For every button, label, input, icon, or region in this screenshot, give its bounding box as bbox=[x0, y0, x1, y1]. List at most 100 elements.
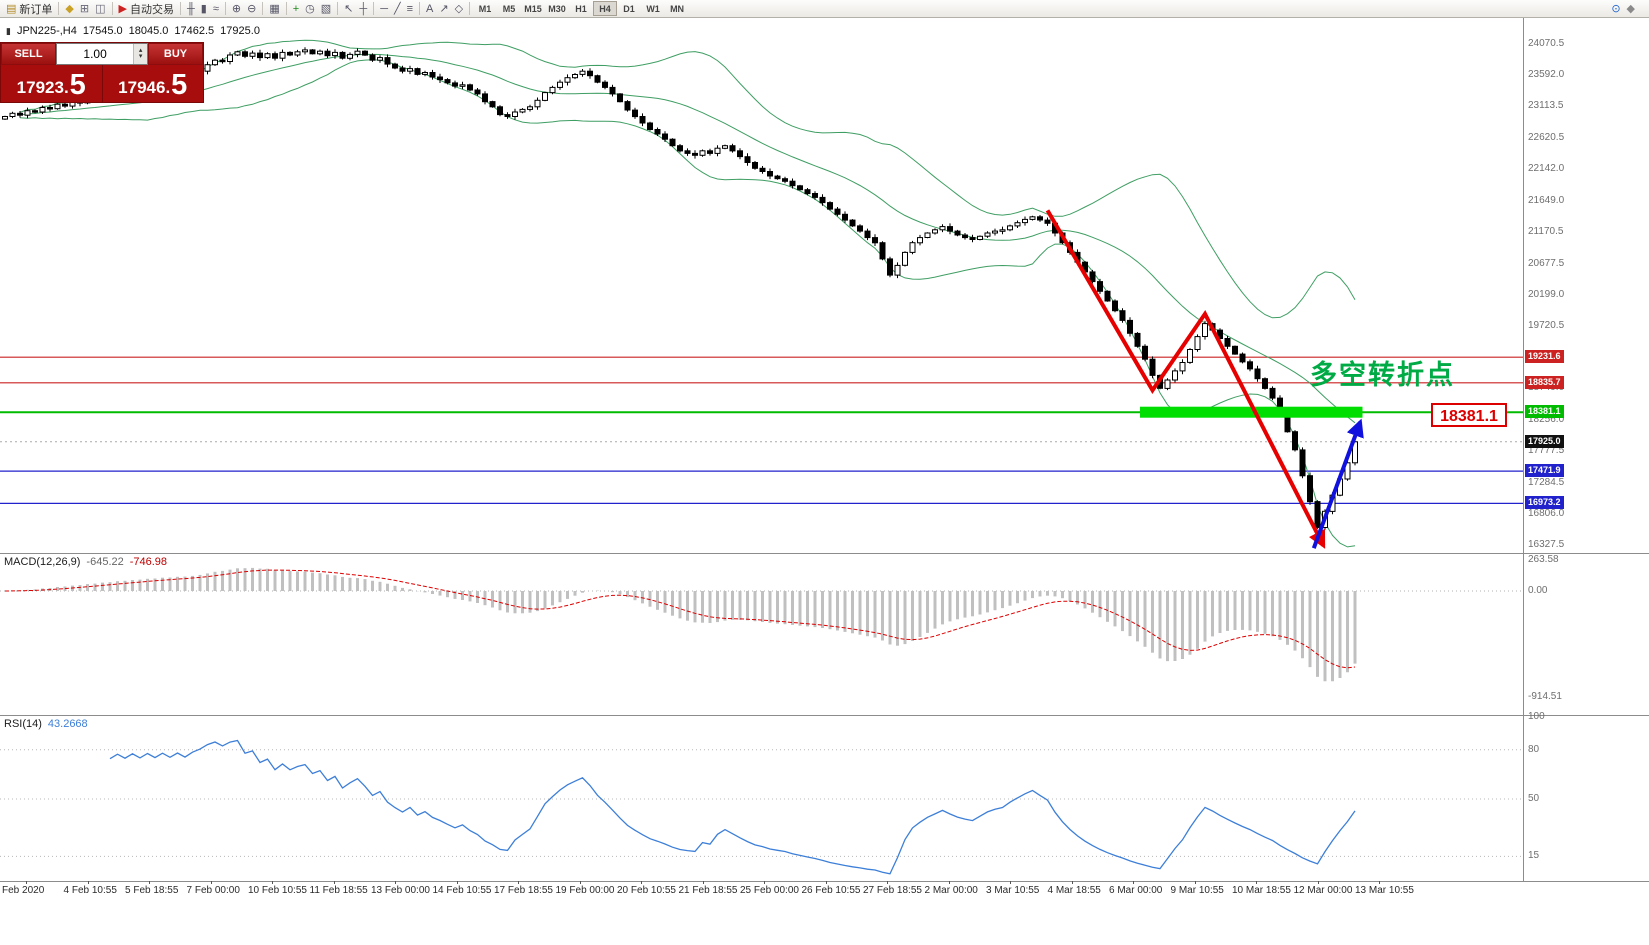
support-zone-highlight bbox=[1140, 406, 1363, 418]
text-tool-icon[interactable]: A bbox=[423, 1, 436, 17]
toolbar-separator bbox=[373, 2, 375, 15]
time-axis-tick bbox=[887, 881, 888, 884]
buy-button[interactable]: BUY bbox=[148, 43, 203, 65]
time-axis-tick bbox=[702, 881, 704, 884]
toolbar-separator bbox=[224, 2, 226, 15]
auto-trading-icon: ▶ bbox=[118, 3, 127, 15]
timeframe-w1[interactable]: W1 bbox=[641, 1, 665, 16]
timeframe-m30[interactable]: M30 bbox=[545, 1, 569, 16]
print-icon[interactable]: ⊞ bbox=[77, 1, 92, 17]
ohlc-low: 17462.5 bbox=[174, 25, 215, 37]
time-axis-tick bbox=[395, 881, 396, 884]
search-icon[interactable]: ⊙ bbox=[1608, 1, 1623, 17]
auto-trading-button-label: 自动交易 bbox=[129, 3, 174, 16]
new-order-button[interactable]: ▤ 新订单 bbox=[3, 1, 55, 17]
time-axis-tick bbox=[518, 881, 519, 884]
zoom-out-icon: ⊖ bbox=[247, 3, 257, 15]
crosshair-icon: ┼ bbox=[359, 2, 368, 15]
time-axis-label: 19 Feb 00:00 bbox=[555, 885, 615, 896]
line-chart-icon[interactable]: ≈ bbox=[210, 1, 222, 17]
indicators-icon[interactable]: + bbox=[290, 1, 302, 17]
timeframe-h4[interactable]: H4 bbox=[593, 1, 618, 16]
time-axis[interactable]: Feb 2020 4 Feb 10:55 5 Feb 18:55 7 Feb 00:0… bbox=[0, 881, 1523, 901]
tile-windows-icon[interactable]: ▦ bbox=[266, 1, 282, 17]
main-toolbar: ▤ 新订单 ◆ ⊞ ◫ ▶ 自动交易 ╫ ▮ ≈ ⊕ ⊖ ▦ + ◷ ▧ ↖ ┼ ─ ╱ ≡ A ↗ ◇ M1 M5 M15 M30 H… bbox=[0, 0, 1649, 18]
price-flag-box bbox=[1431, 403, 1507, 427]
cursor-icon[interactable]: ↖ bbox=[341, 1, 356, 17]
ohlc-open: 17545.0 bbox=[82, 25, 123, 37]
price-axis-tag: 18835.7 bbox=[1525, 375, 1564, 389]
rsi-label: RSI(14) 43.2668 bbox=[4, 718, 88, 730]
macd-indicator-panel[interactable] bbox=[0, 553, 1523, 715]
time-axis-label: 11 Feb 18:55 bbox=[309, 885, 368, 896]
rsi-line bbox=[109, 739, 1356, 875]
timeframe-m1[interactable]: M1 bbox=[473, 1, 497, 16]
timeframe-d1[interactable]: D1 bbox=[617, 1, 641, 16]
price-axis-label: 22620.5 bbox=[1528, 131, 1565, 143]
zoom-in-icon[interactable]: ⊕ bbox=[229, 1, 244, 17]
time-axis-tick bbox=[26, 881, 27, 884]
timeframe-m15[interactable]: M15 bbox=[521, 1, 545, 16]
timeframe-mn[interactable]: MN bbox=[665, 1, 689, 16]
buy-price[interactable]: 17946. 5 bbox=[103, 65, 204, 102]
hline-tool-icon[interactable]: ─ bbox=[377, 1, 391, 17]
volume-input[interactable] bbox=[57, 44, 134, 64]
time-axis-label: 17 Feb 18:55 bbox=[494, 885, 553, 896]
hline-tool-icon: ─ bbox=[380, 2, 388, 15]
fibonacci-tool-icon[interactable]: ≡ bbox=[404, 1, 416, 17]
macd-panel-separator[interactable] bbox=[0, 553, 1649, 554]
time-axis-tick bbox=[825, 881, 827, 884]
auto-trading-button[interactable]: ▶ 自动交易 bbox=[116, 1, 177, 17]
volume-up-icon[interactable]: ▴ bbox=[138, 47, 143, 54]
time-axis-tick bbox=[149, 881, 150, 884]
templates-icon[interactable]: ▧ bbox=[318, 1, 334, 17]
chart-symbol-icon: ▮ bbox=[6, 25, 11, 36]
time-axis-label: 6 Mar 00:00 bbox=[1109, 885, 1163, 896]
time-axis-tick bbox=[1379, 881, 1380, 884]
rsi-axis-label: 100 bbox=[1528, 711, 1545, 722]
sell-price[interactable]: 17923. 5 bbox=[1, 65, 103, 102]
time-axis-label: 4 Feb 10:55 bbox=[63, 885, 117, 896]
bar-chart-icon[interactable]: ╫ bbox=[184, 1, 198, 17]
time-axis-tick bbox=[456, 881, 458, 884]
time-axis-tick bbox=[948, 881, 950, 884]
toolbar-separator bbox=[419, 2, 421, 15]
volume-down-icon[interactable]: ▾ bbox=[138, 53, 143, 60]
candlestick-chart-icon[interactable]: ▮ bbox=[198, 1, 210, 17]
new-order-button-label: 新订单 bbox=[19, 3, 53, 16]
price-axis-tag: 17471.9 bbox=[1525, 464, 1564, 478]
price-axis-label: 16806.0 bbox=[1528, 508, 1565, 520]
price-scale[interactable]: 24070.5 23592.0 23113.5 22620.5 22142.0 21649… bbox=[1524, 0, 1649, 945]
crosshair-icon[interactable]: ┼ bbox=[356, 1, 370, 17]
price-axis-label: 20677.5 bbox=[1528, 257, 1565, 269]
time-axis-label: 13 Feb 00:00 bbox=[371, 885, 430, 896]
price-scale-border bbox=[1523, 18, 1524, 881]
macd-label: MACD(12,26,9) -645.22 -746.98 bbox=[4, 556, 167, 568]
chart-profiles-icon[interactable]: ◆ bbox=[62, 1, 76, 17]
volume-field: ▴ ▾ bbox=[56, 43, 148, 65]
time-axis-label: 14 Feb 10:55 bbox=[432, 885, 492, 896]
time-axis-tick bbox=[272, 881, 273, 884]
favorites-icon[interactable]: ◆ bbox=[1624, 1, 1638, 17]
timeframe-m5[interactable]: M5 bbox=[497, 1, 521, 16]
rsi-panel-separator[interactable] bbox=[0, 715, 1649, 716]
timeframe-h1[interactable]: H1 bbox=[569, 1, 593, 16]
time-periods-icon[interactable]: ◷ bbox=[302, 1, 318, 17]
time-axis-label: 21 Feb 18:55 bbox=[678, 885, 738, 896]
rsi-indicator-panel[interactable] bbox=[0, 715, 1523, 881]
trendline-tool-icon[interactable]: ╱ bbox=[391, 1, 404, 17]
shapes-tool-icon[interactable]: ◇ bbox=[452, 1, 466, 17]
zoom-out-icon[interactable]: ⊖ bbox=[244, 1, 259, 17]
toolbar-right-icons: ⊙ ◆ bbox=[1608, 1, 1638, 17]
volume-spinner[interactable]: ▴ ▾ bbox=[133, 44, 147, 64]
sell-button[interactable]: SELL bbox=[1, 43, 56, 65]
zoom-in-icon: ⊕ bbox=[231, 3, 242, 15]
toolbar-separator bbox=[58, 2, 60, 15]
toolbar-separator bbox=[337, 2, 339, 15]
main-price-chart[interactable]: 多空转折点 18381.1 bbox=[0, 18, 1523, 553]
ohlc-close: 17925.0 bbox=[220, 25, 260, 37]
data-window-icon[interactable]: ◫ bbox=[92, 1, 108, 17]
price-axis-label: 17284.5 bbox=[1528, 477, 1565, 489]
time-axis-tick bbox=[1317, 881, 1319, 884]
arrow-tool-icon[interactable]: ↗ bbox=[436, 1, 451, 17]
